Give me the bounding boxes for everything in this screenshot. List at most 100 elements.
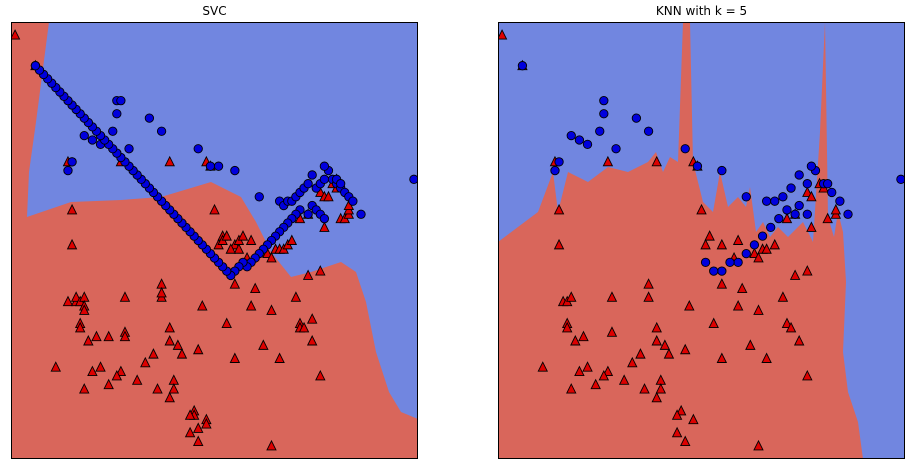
svc-point-red-71 xyxy=(315,369,326,381)
knn-point-blue-28 xyxy=(806,161,817,171)
svc-point-red-53 xyxy=(192,422,204,433)
svc-point-blue-38 xyxy=(356,209,366,219)
knn-point-red-14 xyxy=(659,339,671,350)
knn-point-red-20 xyxy=(566,291,577,302)
knn-point-blue-32 xyxy=(790,209,800,219)
svc-point-red-105 xyxy=(266,439,277,451)
svc-point-red-34 xyxy=(87,365,98,377)
svc-point-blue-4 xyxy=(112,109,122,119)
knn-point-red-66 xyxy=(769,238,780,250)
knn-point-red-23 xyxy=(578,330,589,342)
knn-point-blue-3 xyxy=(599,109,609,119)
svc-point-red-37 xyxy=(131,374,143,385)
svc-point-red-101 xyxy=(221,230,232,241)
knn-point-red-43 xyxy=(671,426,683,438)
knn-point-red-11 xyxy=(643,291,654,302)
knn-point-blue-29 xyxy=(823,179,833,189)
knn-point-red-80 xyxy=(700,238,711,250)
svc-point-red-45 xyxy=(176,348,188,359)
knn-point-red-16 xyxy=(655,383,667,394)
svc-point-blue-2 xyxy=(116,96,126,106)
svc-point-blue-46 xyxy=(319,213,330,224)
knn-point-red-39 xyxy=(675,404,687,416)
knn-point-red-42 xyxy=(679,435,691,446)
svc-point-red-32 xyxy=(119,330,131,342)
knn-point-blue-30 xyxy=(794,200,804,211)
svc-point-blue-42 xyxy=(336,179,346,189)
svc-point-red-35 xyxy=(115,365,127,377)
knn-point-blue-10 xyxy=(550,165,560,176)
svc-point-blue-37 xyxy=(348,196,358,206)
knn-point-red-24 xyxy=(606,291,618,302)
knn-point-red-49 xyxy=(732,300,744,311)
knn-point-blue-24 xyxy=(827,187,837,198)
knn-point-red-76 xyxy=(732,234,744,245)
knn-point-red-75 xyxy=(830,203,842,215)
knn-point-red-59 xyxy=(802,369,813,381)
svc-point-red-21 xyxy=(70,291,82,302)
knn-red-region xyxy=(498,22,863,459)
svc-point-blue-11 xyxy=(63,165,73,176)
knn-point-red-54 xyxy=(777,291,789,302)
svc-point-blue-113 xyxy=(30,61,41,71)
svc-point-red-75 xyxy=(266,251,277,263)
svc-point-red-41 xyxy=(140,356,151,368)
knn-point-blue-5 xyxy=(611,144,621,154)
knn-point-blue-40 xyxy=(725,257,735,268)
svc-point-red-17 xyxy=(168,383,180,394)
knn-point-red-67 xyxy=(781,212,793,224)
svc-point-red-97 xyxy=(233,243,245,254)
svc-point-red-27 xyxy=(74,321,86,333)
svc-point-red-40 xyxy=(79,383,90,394)
svc-point-blue-30 xyxy=(319,174,330,184)
knn-point-blue-31 xyxy=(802,209,812,219)
knn-point-red-69 xyxy=(802,186,813,197)
svc-point-red-43 xyxy=(152,383,163,394)
knn-point-blue-36 xyxy=(757,231,768,241)
svc-point-red-85 xyxy=(323,190,334,202)
svc-point-red-64 xyxy=(290,291,302,302)
svc-point-red-44 xyxy=(148,348,159,359)
knn-point-blue-38 xyxy=(741,248,751,259)
knn-point-red-34 xyxy=(627,356,638,368)
svc-point-red-50 xyxy=(201,418,212,429)
svc-point-red-33 xyxy=(83,335,94,346)
knn-point-blue-0 xyxy=(517,61,528,71)
knn-point-blue-41 xyxy=(717,266,727,276)
knn-point-red-37 xyxy=(635,348,646,359)
knn-point-red-47 xyxy=(716,352,728,363)
knn-point-red-36 xyxy=(639,383,650,394)
knn-point-red-33 xyxy=(566,383,577,394)
svc-point-red-56 xyxy=(221,317,232,328)
knn-point-red-32 xyxy=(537,361,548,372)
knn-point-blue-9 xyxy=(554,157,564,167)
svc-point-red-51 xyxy=(192,435,204,446)
knn-point-red-53 xyxy=(761,352,772,363)
knn-point-red-70 xyxy=(806,190,817,202)
knn-point-blue-19 xyxy=(786,183,796,193)
svc-point-red-6 xyxy=(164,155,175,167)
knn-point-red-6 xyxy=(651,155,662,167)
knn-point-red-45 xyxy=(679,343,691,355)
knn-point-blue-43 xyxy=(700,257,711,268)
svc-frame xyxy=(11,22,418,459)
knn-point-red-79 xyxy=(704,230,715,241)
knn-point-red-26 xyxy=(570,335,581,346)
knn-point-red-0 xyxy=(498,29,508,40)
svc-point-red-102 xyxy=(225,243,237,254)
knn-point-blue-17 xyxy=(770,196,780,206)
knn-point-red-25 xyxy=(606,326,618,337)
svc-point-red-3 xyxy=(66,203,78,215)
knn-point-red-63 xyxy=(753,251,764,263)
knn-point-red-40 xyxy=(671,409,683,420)
svc-point-blue-16 xyxy=(213,161,224,171)
svc-point-red-42 xyxy=(103,378,114,390)
knn-point-blue-27 xyxy=(896,174,905,184)
knn-point-blue-8 xyxy=(566,130,576,141)
svc-point-red-59 xyxy=(245,300,257,311)
svc-point-blue-12 xyxy=(67,157,77,167)
knn-point-red-13 xyxy=(651,335,662,346)
svc-point-red-80 xyxy=(286,234,298,245)
knn-point-red-58 xyxy=(793,335,805,346)
svc-point-red-39 xyxy=(50,361,61,372)
